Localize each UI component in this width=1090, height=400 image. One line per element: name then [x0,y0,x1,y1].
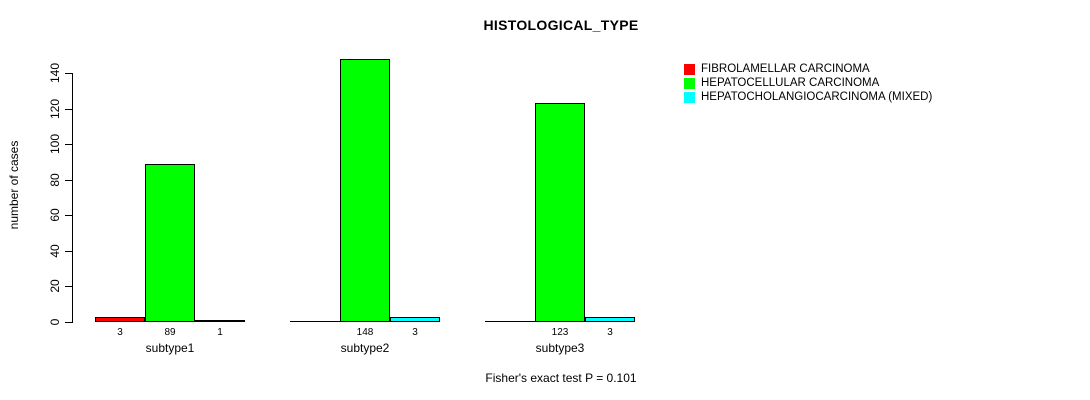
category-label: subtype2 [340,341,390,355]
legend-swatch [684,63,695,75]
y-tick-label: 80 [48,173,62,187]
legend-item-label: HEPATOCHOLANGIOCARCINOMA (MIXED) [701,91,933,103]
legend-item-label: FIBROLAMELLAR CARCINOMA [701,63,870,75]
y-tick [65,251,72,252]
bar [195,320,245,322]
bar-value-label: 3 [607,327,613,338]
legend-swatch [684,77,695,89]
legend-item: FIBROLAMELLAR CARCINOMA [684,62,932,76]
bar [340,59,390,322]
legend-swatch [684,91,695,103]
y-tick [65,73,72,74]
bar-value-label: 1 [217,327,223,338]
y-axis-label: number of cases [7,140,21,230]
y-tick-label: 140 [48,62,62,84]
y-tick-label: 100 [48,133,62,155]
y-tick-label: 20 [48,279,62,293]
bar [145,164,195,322]
category-label: subtype1 [145,341,195,355]
legend-item: HEPATOCHOLANGIOCARCINOMA (MIXED) [684,90,932,104]
stat-test-footnote: Fisher's exact test P = 0.101 [485,371,637,385]
y-tick-label: 120 [48,98,62,120]
y-tick [65,215,72,216]
y-tick-label: 40 [48,244,62,258]
legend: FIBROLAMELLAR CARCINOMA HEPATOCELLULAR CA… [684,62,932,104]
bar [535,103,585,322]
category-label: subtype3 [535,341,585,355]
bar [390,317,440,322]
bar [95,317,145,322]
y-tick-label: 0 [48,318,62,326]
y-axis-line [72,73,73,323]
bar-value-label: 3 [412,327,418,338]
bar [585,317,635,322]
y-tick-label: 60 [48,208,62,222]
y-tick [65,180,72,181]
bar-value-label: 148 [356,327,374,338]
y-tick [65,322,72,323]
chart-title: HISTOLOGICAL_TYPE [483,17,639,33]
bar-value-label: 89 [164,327,176,338]
legend-item-label: HEPATOCELLULAR CARCINOMA [701,77,880,89]
y-tick [65,144,72,145]
bar-value-label: 123 [551,327,569,338]
legend-item: HEPATOCELLULAR CARCINOMA [684,76,932,90]
y-tick [65,286,72,287]
bar-value-label: 3 [117,327,123,338]
y-tick [65,109,72,110]
